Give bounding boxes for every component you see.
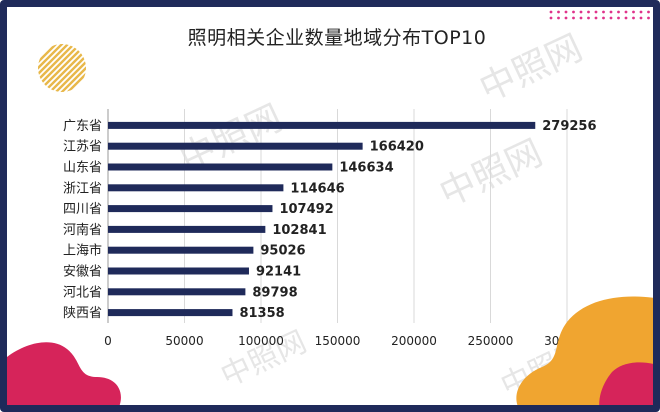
category-label: 安徽省 (63, 265, 102, 280)
category-label: 河南省 (63, 222, 102, 238)
dot (557, 10, 560, 14)
bar-chart: 050000100000150000200000250000300000广东省2… (63, 109, 597, 348)
data-label: 146634 (339, 161, 393, 176)
x-tick-label: 50000 (165, 334, 203, 348)
x-tick-label: 100000 (238, 334, 284, 348)
category-label: 浙江省 (63, 181, 102, 196)
dot (647, 10, 650, 14)
stripe-line (60, 44, 86, 92)
stripe-line (38, 44, 58, 92)
decorative-blob-left (7, 342, 121, 405)
dot (632, 10, 635, 14)
category-label: 河北省 (63, 285, 102, 300)
dot (647, 16, 650, 20)
dot (602, 16, 605, 20)
dot (557, 16, 560, 20)
data-label: 102841 (272, 223, 326, 238)
dot (639, 10, 643, 14)
dot (624, 16, 628, 20)
stripe-line (38, 44, 64, 92)
data-label: 166420 (370, 140, 424, 155)
stripe-line (38, 44, 76, 92)
category-label: 上海市 (63, 243, 102, 259)
dot (602, 10, 605, 14)
decorative-dots (549, 10, 650, 20)
bar (108, 142, 363, 150)
bar (108, 267, 249, 275)
dot (587, 10, 590, 14)
category-label: 广东省 (63, 119, 102, 134)
bar (108, 184, 284, 192)
decorative-stripes-circle (38, 44, 86, 92)
dot (549, 16, 553, 20)
dot (609, 16, 613, 20)
dot (587, 16, 590, 20)
dot (549, 10, 553, 14)
data-label: 107492 (279, 202, 333, 217)
stripe-line (48, 44, 86, 92)
bar (108, 225, 266, 233)
dot (564, 16, 568, 20)
data-label: 81358 (239, 306, 284, 321)
category-label: 陕西省 (63, 306, 102, 321)
dot (609, 10, 613, 14)
bar (108, 163, 333, 171)
x-tick-label: 200000 (391, 334, 437, 348)
dot (579, 16, 583, 20)
category-label: 江苏省 (63, 139, 102, 155)
stripe-line (38, 44, 70, 92)
decorative-blob-right (516, 296, 653, 405)
dot (632, 16, 635, 20)
data-label: 279256 (542, 119, 596, 134)
bar (108, 288, 246, 296)
dot (617, 10, 620, 14)
category-label: 四川省 (63, 202, 102, 217)
bar (108, 121, 536, 129)
dot (594, 10, 598, 14)
dot (617, 16, 620, 20)
stripe-line (66, 44, 86, 92)
x-tick-label: 250000 (468, 334, 514, 348)
bar (108, 205, 273, 213)
x-tick-label: 0 (104, 334, 112, 348)
stripe-line (38, 44, 86, 92)
dot (579, 10, 583, 14)
dot (639, 16, 643, 20)
stripe-line (54, 44, 86, 92)
dot (564, 10, 568, 14)
dot (624, 10, 628, 14)
data-label: 89798 (252, 285, 297, 300)
data-label: 92141 (256, 265, 301, 280)
data-label: 95026 (260, 244, 305, 259)
bar (108, 309, 233, 317)
category-label: 山东省 (63, 161, 102, 176)
dot (572, 16, 575, 20)
x-tick-label: 150000 (315, 334, 361, 348)
dot (594, 16, 598, 20)
chart-title: 照明相关企业数量地域分布TOP10 (187, 27, 487, 49)
dot (572, 10, 575, 14)
data-label: 114646 (290, 181, 344, 196)
bar (108, 246, 254, 254)
